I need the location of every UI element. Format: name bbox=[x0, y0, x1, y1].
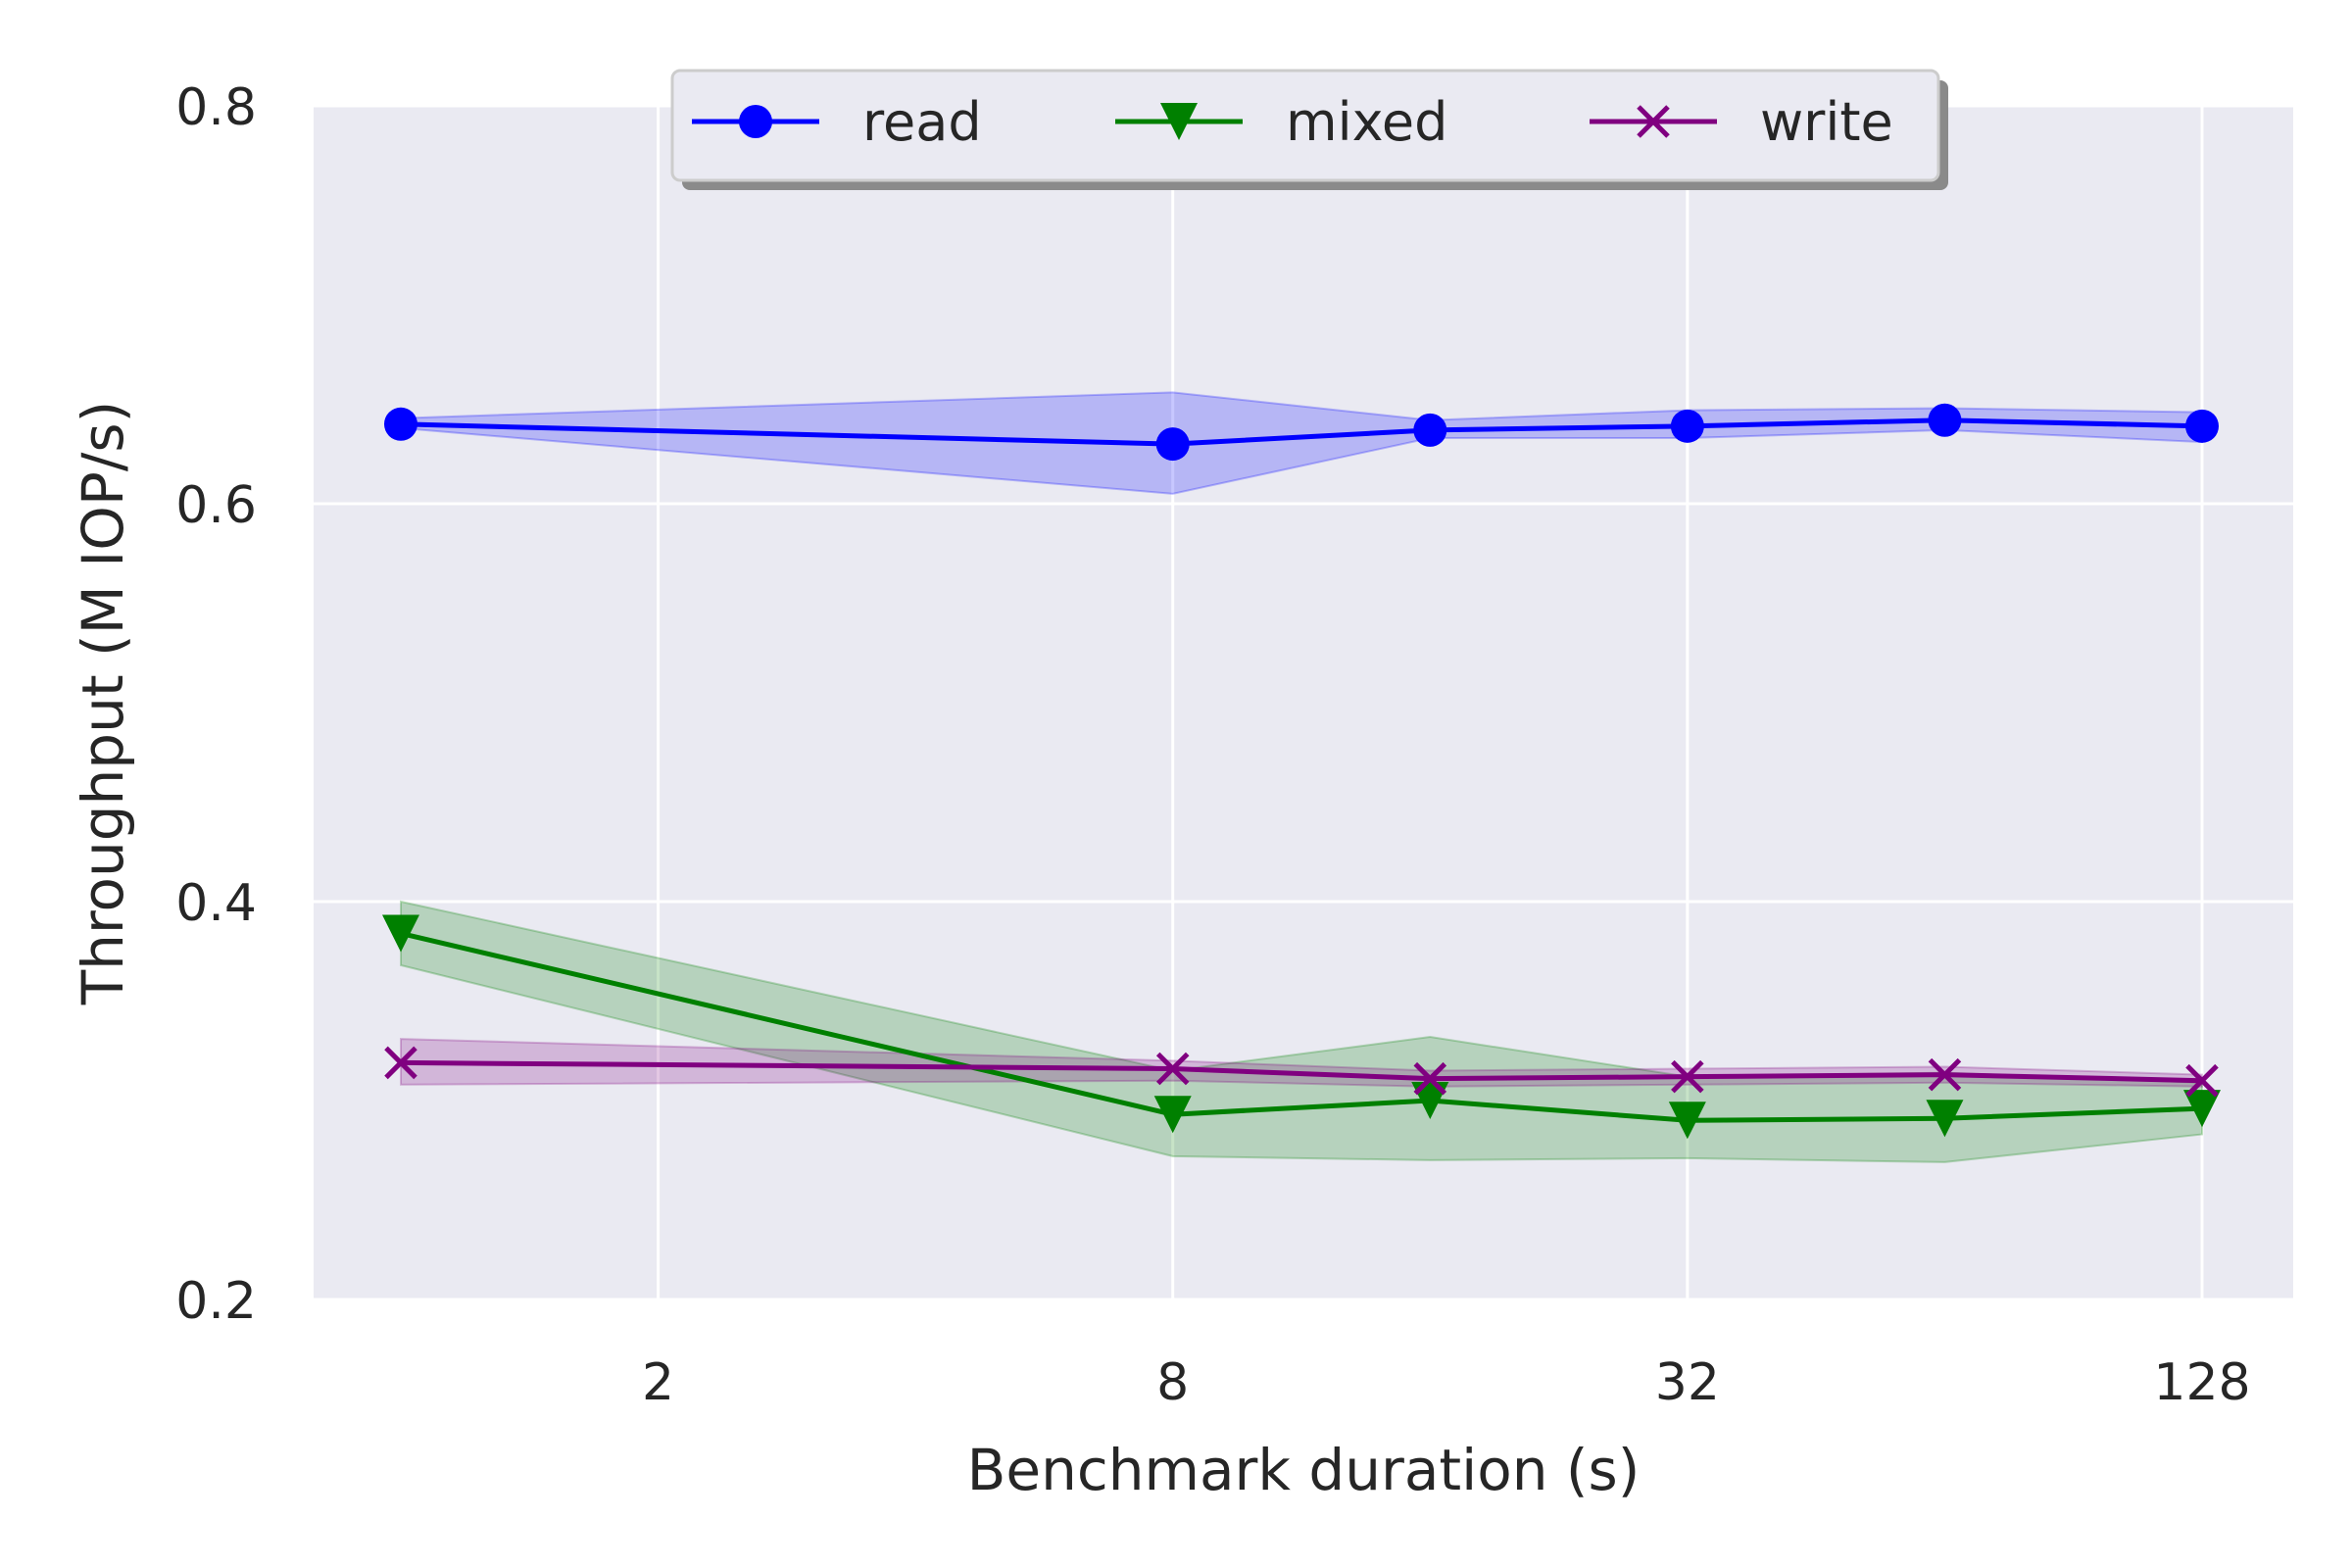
y-axis-label: Throughput (M IOP/s) bbox=[70, 401, 136, 1006]
y-tick-labels: 0.2 0.4 0.6 0.8 bbox=[175, 78, 257, 1331]
y-tick-label: 0.4 bbox=[175, 874, 257, 933]
x-tick-label: 32 bbox=[1655, 1353, 1720, 1412]
legend-label-read: read bbox=[862, 91, 982, 153]
gridlines bbox=[314, 104, 2293, 1301]
legend-marker-read bbox=[739, 105, 772, 138]
marker-read bbox=[1670, 409, 1704, 443]
x-tick-labels: 2 8 32 128 bbox=[642, 1353, 2251, 1412]
marker-read bbox=[1155, 427, 1190, 462]
marker-read bbox=[1928, 403, 1962, 437]
legend-label-write: write bbox=[1760, 91, 1893, 153]
y-tick-label: 0.2 bbox=[175, 1272, 257, 1331]
series-markers bbox=[382, 403, 2221, 1140]
legend-box bbox=[670, 69, 1940, 182]
marker-write bbox=[2185, 1063, 2219, 1098]
marker-write bbox=[1928, 1057, 1962, 1092]
marker-mixed bbox=[382, 914, 419, 953]
band-mixed bbox=[400, 900, 2203, 1163]
line-mixed bbox=[400, 931, 2203, 1123]
marker-read bbox=[2185, 409, 2219, 443]
plot-background bbox=[314, 106, 2293, 1299]
marker-mixed bbox=[1668, 1102, 1706, 1140]
marker-write bbox=[1413, 1061, 1447, 1096]
marker-write bbox=[1155, 1052, 1190, 1086]
marker-mixed bbox=[1153, 1096, 1192, 1134]
marker-read bbox=[384, 407, 417, 441]
x-tick-label: 8 bbox=[1156, 1353, 1189, 1412]
marker-read bbox=[1413, 413, 1447, 447]
x-tick-label: 128 bbox=[2153, 1353, 2250, 1412]
legend: read mixed write bbox=[670, 69, 1948, 190]
line-read bbox=[400, 417, 2203, 447]
series-lines bbox=[400, 417, 2203, 1123]
line-write bbox=[400, 1059, 2203, 1084]
y-tick-label: 0.8 bbox=[175, 78, 257, 137]
legend-marker-write bbox=[1637, 105, 1670, 138]
marker-mixed bbox=[2183, 1090, 2221, 1128]
marker-write bbox=[1671, 1059, 1704, 1094]
x-tick-label: 2 bbox=[642, 1353, 674, 1412]
x-axis-label: Benchmark duration (s) bbox=[967, 1437, 1641, 1503]
marker-mixed bbox=[1926, 1100, 1964, 1138]
y-tick-label: 0.6 bbox=[175, 476, 257, 535]
legend-marker-mixed bbox=[1160, 103, 1198, 140]
legend-label-mixed: mixed bbox=[1286, 91, 1447, 153]
marker-write bbox=[384, 1046, 417, 1080]
